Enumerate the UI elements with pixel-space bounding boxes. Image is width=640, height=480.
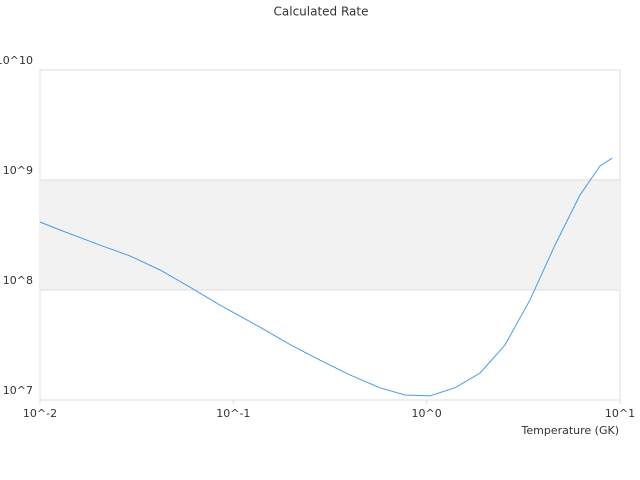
chart-title: Calculated Rate (274, 5, 369, 19)
grid-band (40, 180, 620, 290)
x-tick-label: 10^-1 (216, 407, 250, 420)
x-tick-label: 10^-2 (23, 407, 57, 420)
x-tick-label: 10^0 (412, 407, 442, 420)
data-line (39, 157, 613, 397)
y-tick-label: 10^10 (0, 54, 33, 67)
x-tick-label: 10^1 (605, 407, 635, 420)
y-tick-label: 10^8 (3, 274, 33, 287)
y-tick-label: 10^7 (3, 384, 33, 397)
x-axis-label: Temperature (GK) (521, 424, 620, 437)
y-tick-label: 10^9 (3, 164, 33, 177)
